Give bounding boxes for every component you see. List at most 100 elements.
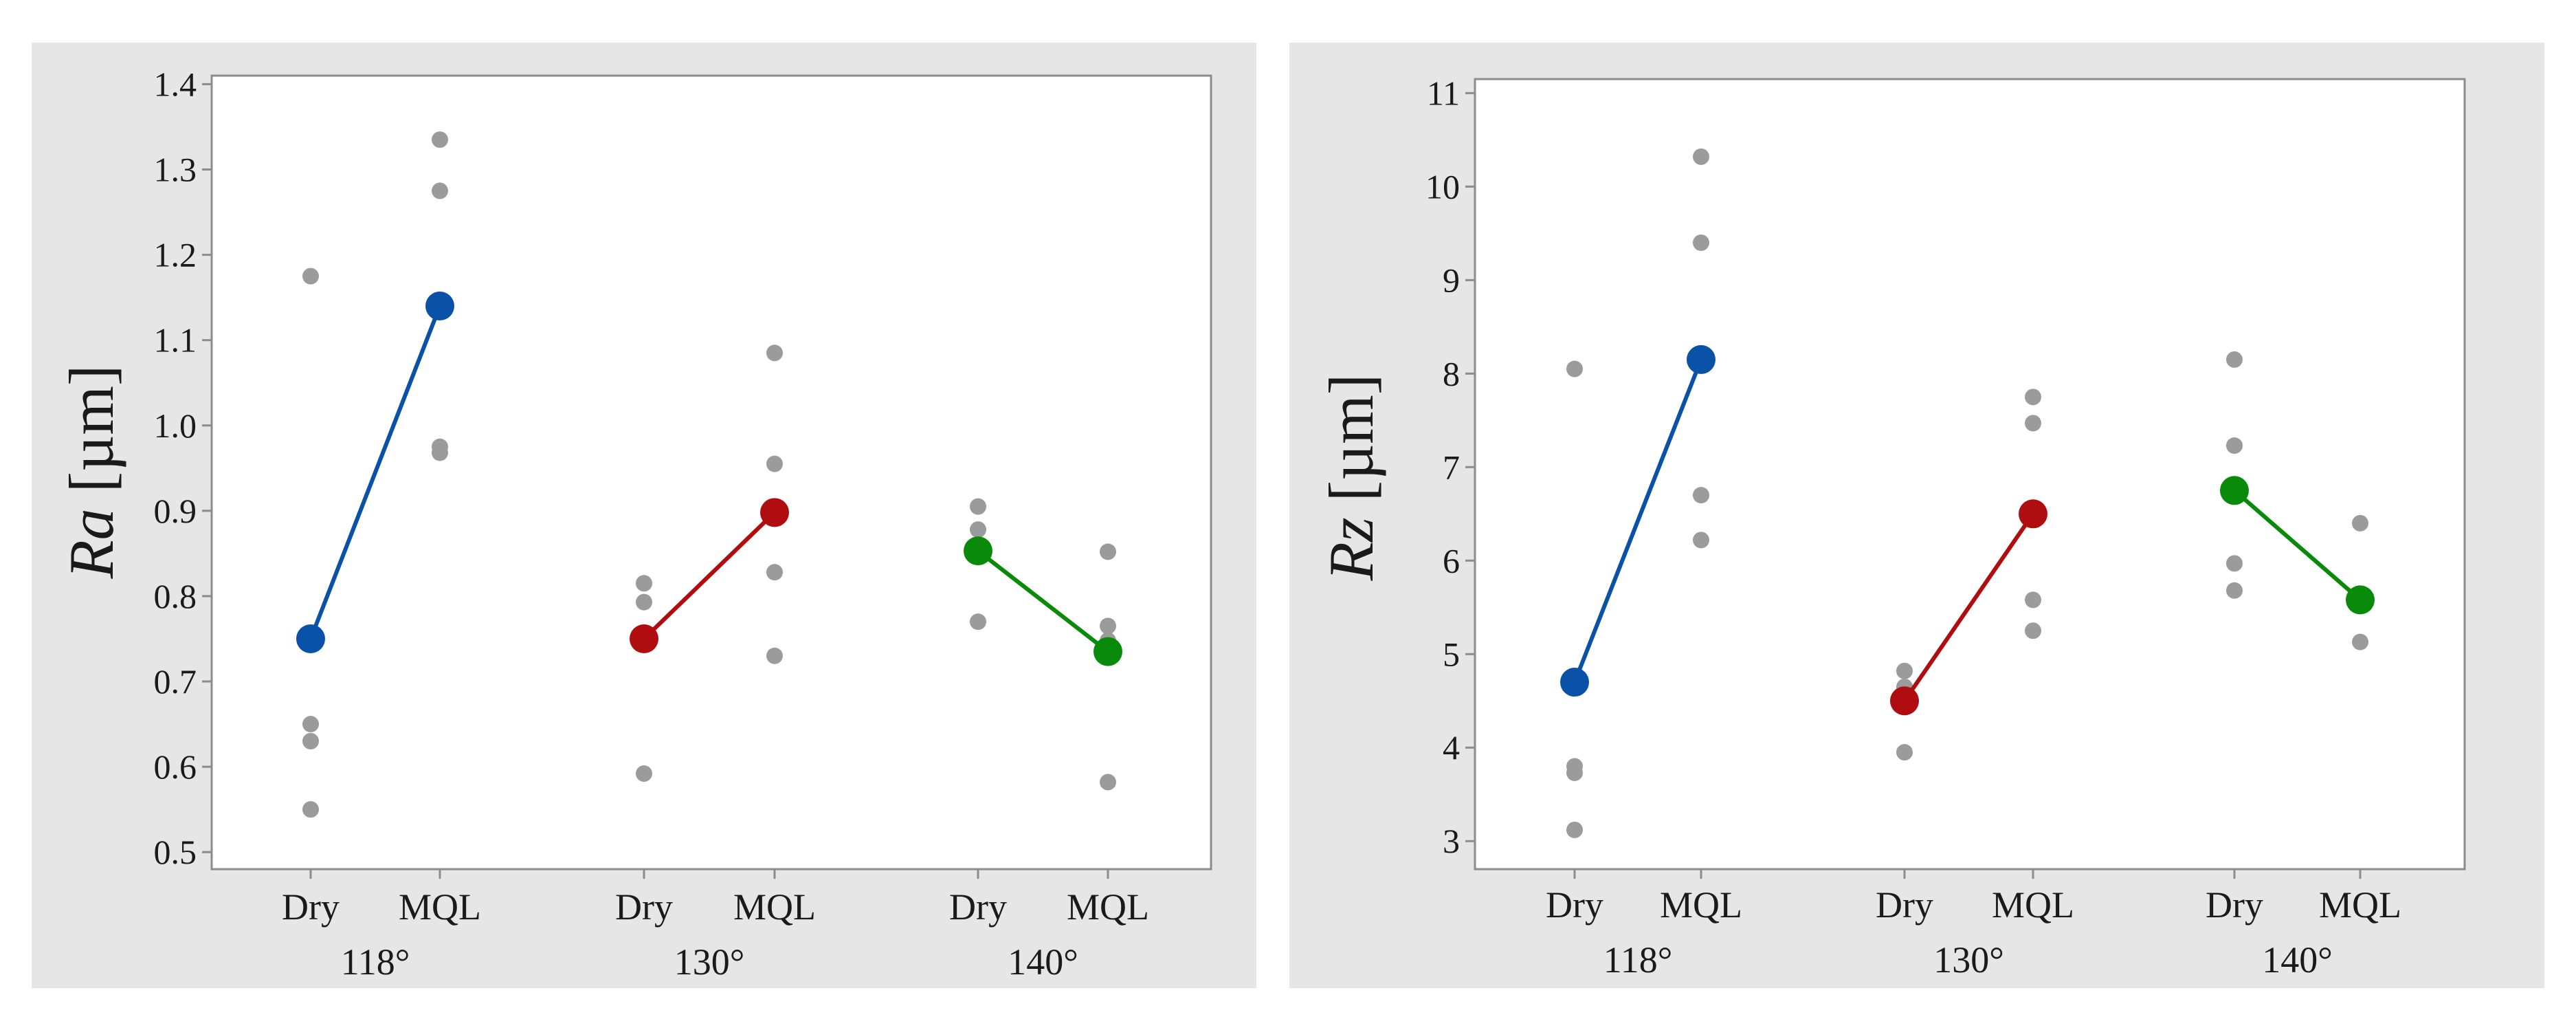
ra-y-tick-label: 0.8 (154, 577, 197, 615)
ra-group-140-mean-dry-point (964, 536, 992, 566)
rz-group-130-dry-label: Dry (1876, 884, 1933, 926)
ra-group-130-dry-point (636, 593, 652, 611)
ra-group-118-dry-point (302, 732, 319, 750)
ra-group-130-mean-mql-point (760, 498, 789, 527)
ra-group-118-mql-label: MQL (399, 886, 481, 928)
ra-y-axis-label-unit: [µm] (56, 364, 126, 508)
rz-group-140-dry-point (2226, 437, 2243, 455)
rz-group-140-dry-point (2226, 351, 2243, 368)
ra-group-118-dry-point (302, 801, 319, 818)
ra-group-140-dry-point (970, 521, 986, 538)
ra-group-118-mql-point (432, 444, 448, 461)
ra-group-130-mql-point (766, 345, 783, 362)
ra-y-tick-label: 0.9 (154, 492, 197, 530)
rz-group-130-dry-point (1896, 744, 1913, 761)
ra-group-130-mean-dry-point (630, 624, 658, 653)
ra-group-118-mql-point (432, 182, 448, 199)
ra-y-tick-label: 1.0 (154, 406, 197, 445)
rz-y-axis-label-unit: [µm] (1316, 374, 1386, 518)
rz-group-140-dry-point (2226, 582, 2243, 599)
rz-group-118-mql-point (1693, 532, 1709, 549)
rz-group-140-mql-point (2352, 633, 2368, 650)
rz-group-118-dry-point (1566, 821, 1583, 838)
rz-group-140-mean-line (2233, 489, 2362, 602)
ra-group-130-angle-label: 130° (674, 941, 745, 983)
rz-y-tick-label: 6 (1443, 541, 1460, 580)
ra-y-tick-label: 0.7 (154, 662, 197, 701)
rz-group-140-mql-label: MQL (2319, 884, 2401, 926)
rz-y-tick-label: 4 (1443, 728, 1460, 767)
ra-group-130-dry-point (636, 575, 652, 592)
rz-y-tick-label: 11 (1427, 74, 1460, 112)
rz-group-130-mql-point (2025, 389, 2041, 406)
rz-group-118-mean-dry-point (1560, 668, 1589, 697)
ra-group-140-mean-line (977, 549, 1109, 653)
rz-group-118-mql-label: MQL (1660, 884, 1742, 926)
ra-group-118-mean-mql-point (425, 292, 454, 321)
ra-y-tick-label: 1.2 (154, 236, 197, 274)
ra-group-140-mean-mql-point (1093, 637, 1122, 666)
ra-group-140-mql-label: MQL (1067, 886, 1149, 928)
ra-y-tick-label: 1.4 (154, 65, 197, 103)
rz-group-118-mql-point (1693, 148, 1709, 165)
ra-group-130-mql-label: MQL (733, 886, 816, 928)
rz-group-118-dry-point (1566, 764, 1583, 781)
rz-group-118-mean-mql-point (1687, 345, 1716, 374)
ra-group-130-mql-point (766, 455, 783, 472)
rz-group-130-mean-dry-point (1890, 686, 1919, 716)
ra-group-118-mean-line (309, 305, 442, 640)
rz-y-tick-label: 8 (1443, 354, 1460, 393)
rz-group-130-mql-label: MQL (1992, 884, 2074, 926)
rz-group-130-mql-point (2025, 415, 2041, 432)
rz-y-tick-label: 3 (1443, 822, 1460, 860)
rz-group-130-mql-point (2025, 591, 2041, 609)
rz-y-tick-label: 7 (1443, 448, 1460, 486)
rz-group-140-mql-point (2352, 514, 2368, 532)
rz-group-130-mean-line (1902, 512, 2035, 702)
ra-group-118-dry-point (302, 267, 319, 285)
ra-y-tick-label: 1.1 (154, 321, 197, 360)
rz-y-axis-label: Rz [µm] (1316, 374, 1386, 582)
rz-group-118-dry-label: Dry (1546, 884, 1603, 926)
ra-group-140-dry-label: Dry (949, 886, 1007, 928)
rz-group-118-mql-point (1693, 487, 1709, 504)
ra-y-tick-label: 0.5 (154, 833, 197, 871)
ra-y-tick-label: 0.6 (154, 747, 197, 786)
ra-y-tick-label: 1.3 (154, 150, 197, 188)
ra-chart: 0.5 0.6 0.7 0.8 0.9 1.0 1.1 1.2 1.3 1.4 Ra [µm] Dry… (56, 65, 1212, 983)
rz-group-140-mean-mql-point (2346, 585, 2375, 615)
rz-group-130-mql-point (2025, 622, 2041, 639)
ra-group-140-angle-label: 140° (1008, 941, 1078, 983)
ra-group-130-mean-line (642, 511, 777, 641)
rz-group-130-mean-mql-point (2019, 499, 2047, 529)
ra-y-axis-label: Ra [µm] (56, 364, 126, 579)
ra-group-130-dry-point (636, 765, 652, 783)
ra-group-130-mql-point (766, 647, 783, 664)
rz-group-140-angle-label: 140° (2262, 939, 2333, 981)
rz-y-tick-label: 5 (1443, 635, 1460, 673)
ra-group-118-mean-dry-point (296, 624, 325, 653)
rz-group-140-dry-point (2226, 555, 2243, 572)
rz-group-130-angle-label: 130° (1933, 939, 2004, 981)
ra-group-140-dry-point (970, 498, 986, 515)
rz-group-140-mean-dry-point (2220, 476, 2249, 505)
ra-group-140-mql-point (1100, 543, 1116, 560)
ra-chart-panel: 0.5 0.6 0.7 0.8 0.9 1.0 1.1 1.2 1.3 1.4 Ra [µm] Dry… (32, 43, 1256, 988)
rz-group-130-dry-point (1896, 662, 1913, 679)
ra-group-130-mql-point (766, 564, 783, 581)
ra-y-axis-label-symbol: Ra (56, 508, 126, 579)
rz-group-118-dry-point (1566, 360, 1583, 378)
ra-group-140-mql-point (1100, 617, 1116, 635)
rz-chart-panel: 3 4 5 6 7 8 9 10 11 Rz [µm] Dry MQL 118° Dry MQL 130° Dr… (1289, 43, 2544, 988)
ra-group-118-dry-point (302, 716, 319, 733)
rz-group-118-angle-label: 118° (1603, 939, 1673, 981)
ra-group-140-mql-point (1100, 774, 1116, 791)
ra-group-118-angle-label: 118° (341, 941, 410, 983)
rz-group-140-dry-label: Dry (2206, 884, 2263, 926)
ra-group-140-dry-point (970, 613, 986, 631)
rz-plot-frame (1474, 78, 2466, 871)
ra-plot-frame (210, 74, 1212, 871)
rz-y-tick-label: 9 (1443, 261, 1460, 299)
rz-group-118-mean-line (1573, 358, 1703, 683)
